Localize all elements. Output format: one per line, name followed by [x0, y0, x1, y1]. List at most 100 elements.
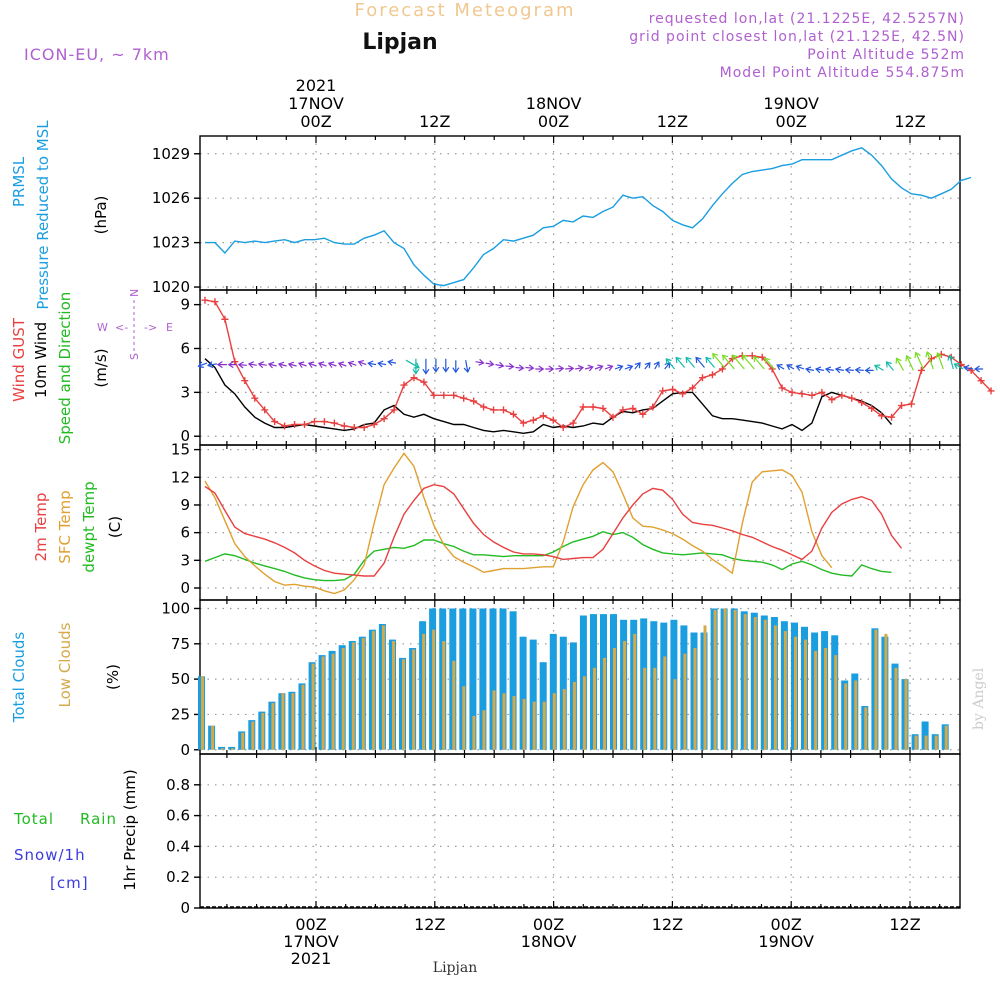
low-cloud-bar: [633, 633, 637, 750]
bottom-time-label: 19NOV: [758, 932, 814, 951]
gust-marker: [898, 402, 905, 410]
wind-direction-arrow: [624, 364, 634, 371]
wind-direction-arrow: [604, 364, 614, 371]
gust-marker: [350, 423, 358, 431]
wind-direction-arrow: [644, 361, 651, 370]
y-tick-label: 1023: [152, 234, 190, 252]
gust-marker: [360, 423, 368, 431]
wind-arrows: [197, 350, 984, 375]
wind-direction-arrow: [795, 364, 805, 371]
wind-direction-arrow: [475, 358, 485, 366]
wind-direction-arrow: [287, 361, 297, 369]
bottom-time-label: 12Z: [414, 915, 445, 934]
gust-marker: [430, 391, 438, 399]
location-title: Lipjan: [362, 30, 437, 55]
wind-direction-arrow: [753, 355, 765, 370]
low-cloud-bar: [442, 641, 446, 750]
low-cloud-bar: [593, 667, 596, 750]
compass-east-arrow: ->: [144, 321, 157, 334]
wind-direction-arrow: [525, 364, 535, 372]
panel-frame: [199, 753, 961, 909]
model-label: ICON-EU, ~ 7km: [24, 45, 170, 64]
gust-marker: [400, 381, 408, 389]
gust-marker: [878, 412, 886, 420]
y-tick-label: 6: [180, 524, 190, 542]
wind-direction-arrow: [367, 360, 377, 368]
gust-marker: [310, 418, 318, 426]
low-cloud-bar: [874, 629, 878, 750]
gust-marker: [858, 399, 866, 407]
wind-direction-arrow: [545, 365, 555, 373]
low-cloud-bar: [201, 676, 204, 750]
dewpoint-line: [204, 530, 892, 582]
top-time-label: 2021: [296, 76, 337, 95]
low-cloud-bar: [361, 638, 365, 750]
gust-marker: [480, 403, 488, 411]
y-tick-label: 9: [180, 496, 190, 514]
wind-direction-arrow: [935, 351, 944, 370]
low-cloud-bar: [341, 648, 345, 750]
gust-marker: [888, 413, 896, 421]
low-cloud-bar: [944, 725, 948, 750]
panel-precip: 0 0.2 0.4 0.6 0.8: [166, 753, 961, 917]
wind-direction-arrow: [732, 354, 745, 370]
wind-direction-arrow: [515, 364, 525, 372]
low-cloud-bar: [864, 707, 868, 750]
total-clouds-label: Total Clouds: [10, 632, 28, 724]
pressure-long-label: Pressure Reduced to MSL: [34, 120, 52, 310]
gust-marker: [291, 421, 299, 429]
wind-direction-arrow: [873, 364, 884, 371]
low-cloud-bar: [894, 667, 898, 750]
wind-direction-arrow: [267, 361, 277, 369]
wind-direction-arrow: [914, 351, 924, 370]
low-cloud-bar: [261, 713, 265, 750]
y-tick-label: 6: [180, 339, 190, 357]
gust-marker: [549, 416, 557, 424]
gust-marker: [509, 410, 517, 418]
grid-point-coords: grid point closest lon,lat (21.125E, 42.…: [629, 29, 965, 45]
gust-marker: [211, 298, 219, 306]
low-cloud-bar: [432, 629, 436, 750]
low-cloud-bar: [482, 710, 486, 750]
wind-direction-arrow: [535, 365, 545, 373]
low-cloud-bar: [603, 657, 606, 750]
gust-marker: [838, 391, 846, 399]
gust-marker: [599, 404, 607, 412]
gust-marker: [539, 412, 547, 420]
gust-marker: [758, 353, 766, 361]
point-altitude: Point Altitude 552m: [807, 47, 965, 63]
low-cloud-bar: [492, 690, 496, 750]
wind-label: 10m Wind: [32, 322, 50, 398]
wind-direction-arrow: [357, 360, 367, 367]
gust-marker: [907, 400, 915, 408]
gust-marker: [609, 413, 617, 421]
sfc-temp-label: SFC Temp: [56, 490, 74, 563]
wind-direction-arrow: [452, 360, 460, 374]
wind-direction-arrow: [974, 365, 984, 373]
low-cloud-bar: [231, 748, 235, 750]
total-cloud-bar: [549, 633, 557, 750]
gust-marker: [301, 421, 308, 429]
low-cloud-bar: [673, 679, 677, 750]
low-cloud-bar: [542, 701, 546, 750]
wind-direction-arrow: [207, 361, 218, 369]
gust-marker: [659, 387, 667, 395]
y-tick-label: 100: [161, 599, 190, 617]
total-cloud-bar: [469, 608, 477, 750]
wind-direction-arrow: [405, 359, 420, 369]
low-cloud-bar: [291, 693, 295, 750]
model-altitude: Model Point Altitude 554.875m: [720, 65, 965, 81]
wind-direction-arrow: [307, 361, 317, 369]
low-cloud-bar: [311, 663, 315, 750]
low-cloud-bar: [763, 619, 767, 750]
gust-marker: [320, 418, 328, 426]
gust-marker: [639, 410, 647, 418]
gust-marker: [440, 391, 448, 399]
gust-marker: [450, 391, 458, 399]
wind-direction-arrow: [227, 361, 237, 369]
bottom-time-label: 12Z: [652, 915, 683, 934]
wind-direction-arrow: [485, 360, 495, 368]
wind-direction-arrow: [805, 366, 815, 374]
wind-direction-arrow: [742, 354, 755, 370]
